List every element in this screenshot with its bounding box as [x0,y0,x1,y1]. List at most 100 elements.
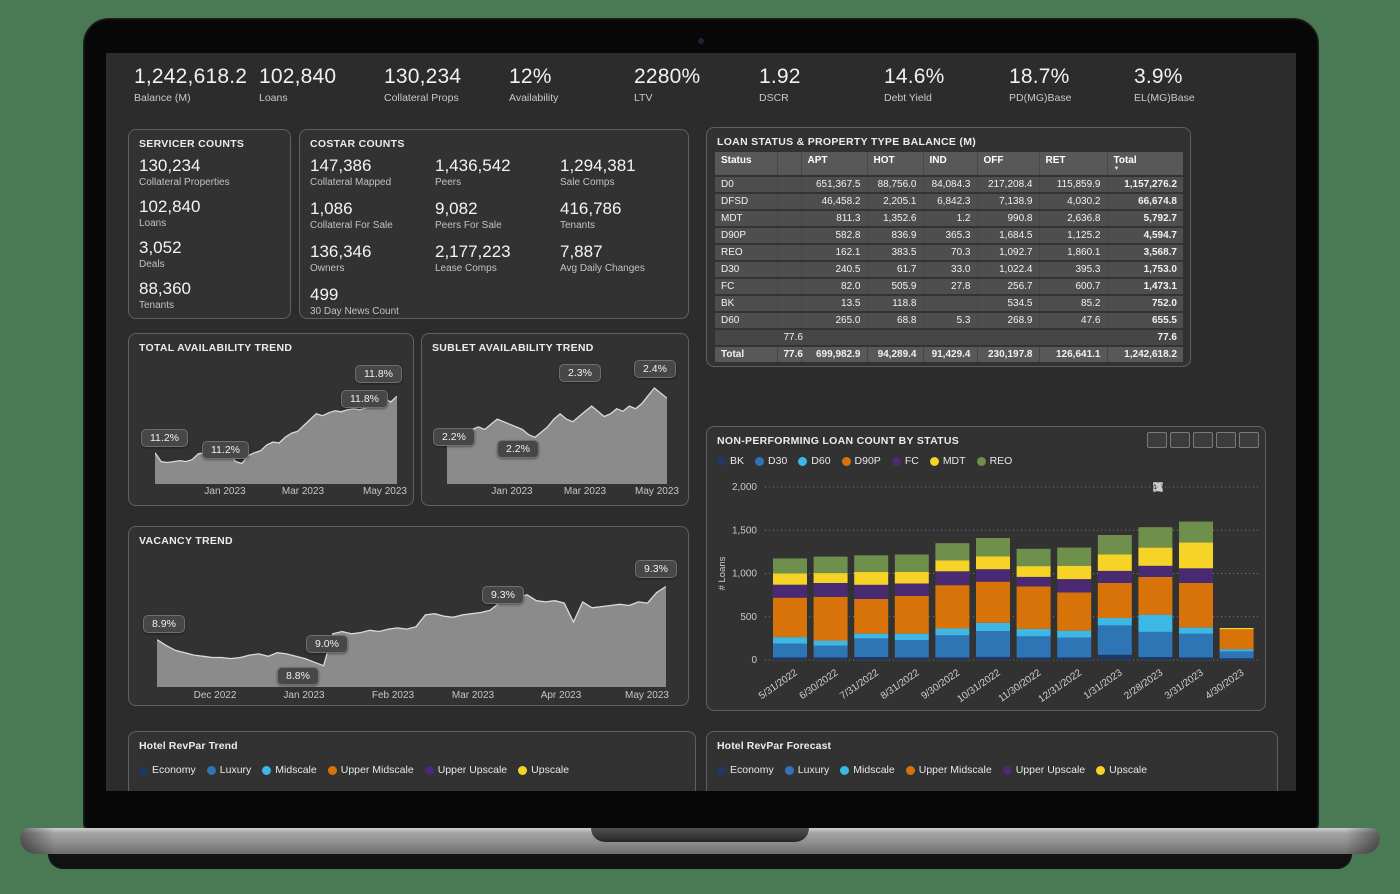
kpi-value: 102,840 [259,65,337,88]
kpi-availability: 12% Availability [509,65,634,104]
kpi-el-base: 3.9% EL(MG)Base [1134,65,1259,104]
stat: 2,177,223 Lease Comps [435,242,560,274]
table-row[interactable]: BK 13.5 118.8 534.5 85.2 752.0 [715,295,1183,313]
legend-item[interactable]: Luxury [784,764,829,776]
table-cell: 256.7 [976,278,1039,296]
table-row[interactable]: REO 162.1 383.5 70.3 1,092.7 1,860.1 3,568.7 [715,244,1183,262]
panel-title: COSTAR COUNTS [310,138,405,150]
pin-icon[interactable] [1147,432,1167,492]
filter-icon[interactable] [1153,432,1190,492]
column-header-hot[interactable]: HOT [866,152,923,177]
table-row[interactable]: D30 240.5 61.7 33.0 1,022.4 395.3 1,753.0 [715,261,1183,279]
table-cell: 6,842.3 [922,193,977,211]
kpi-value: 130,234 [384,65,462,88]
stat-value: 1,294,381 [560,156,636,175]
table-cell [922,329,977,347]
stat-label: Loans [139,218,167,229]
legend-item[interactable]: BK [717,455,744,467]
legend-item[interactable]: Economy [717,764,774,776]
legend-item[interactable]: Upscale [1096,764,1147,776]
column-header-apt[interactable]: APT [800,152,867,177]
table-cell: 1,684.5 [976,227,1039,245]
table-cell: 582.8 [800,227,867,245]
stat-label: Sale Comps [560,177,615,188]
legend-label: FC [904,455,919,467]
table-cell: REO [715,244,777,262]
table-header-row[interactable]: Status APT HOT IND OFF RET Total ▼ [715,152,1183,177]
sort-descending-icon[interactable]: ▼ [1113,166,1120,172]
more-options-icon[interactable] [1153,432,1259,488]
table-row[interactable]: DFSD 46,458.2 2,205.1 6,842.3 7,138.9 4,030.2… [715,193,1183,211]
panel-title: TOTAL AVAILABILITY TREND [139,342,293,354]
table-cell: 5.3 [922,312,977,330]
stat-label: Tenants [560,220,596,231]
hotel-forecast-legend: Economy Luxury Midscale Upper Midscale U… [707,754,1277,776]
table-cell: 68.8 [866,312,923,330]
legend-label: D90P [854,455,881,467]
npl-stacked-bar-chart[interactable]: 0 500 1,000 1,500 2,000 5/31/20226/30/20227/3… [713,477,1261,710]
column-header-ind[interactable]: IND [922,152,977,177]
loan-status-table[interactable]: Status APT HOT IND OFF RET Total ▼ D0 651,… [715,152,1183,364]
stat-label: Tenants [139,300,175,311]
legend-label: Upper Midscale [918,764,992,776]
legend-item[interactable]: Upscale [518,764,569,776]
column-header-off[interactable]: OFF [976,152,1039,177]
focus-mode-icon[interactable] [1153,432,1236,492]
table-row[interactable]: FC 82.0 505.9 27.8 256.7 600.7 1,473.1 [715,278,1183,296]
table-total-row[interactable]: Total 77.6 699,982.9 94,289.4 91,429.4 230,19… [715,346,1183,364]
data-callout: 8.8% [277,667,319,685]
legend-item[interactable]: Upper Upscale [424,764,508,776]
kpi-label: Availability [509,92,559,104]
svg-text:1,500: 1,500 [732,525,757,536]
legend-item[interactable]: MDT [929,455,966,467]
column-header-ret[interactable]: RET [1038,152,1107,177]
column-header-status[interactable]: Status [715,152,777,177]
table-row[interactable]: D60 265.0 68.8 5.3 268.9 47.6 655.5 [715,312,1183,330]
column-header-total[interactable]: Total ▼ [1106,152,1183,177]
table-row[interactable]: MDT 811.3 1,352.6 1.2 990.8 2,636.8 5,792.7 [715,210,1183,228]
table-cell [1038,329,1107,347]
legend-item[interactable]: Upper Midscale [327,764,414,776]
legend-item[interactable]: D60 [798,455,831,467]
legend-item[interactable]: Midscale [262,764,317,776]
svg-text:2,000: 2,000 [732,482,757,493]
vacancy-area-chart[interactable] [157,557,666,687]
legend-item[interactable]: Midscale [840,764,895,776]
legend-item[interactable]: D30 [755,455,787,467]
legend-item[interactable]: Upper Midscale [905,764,992,776]
legend-label: Upper Upscale [437,764,508,776]
stat-value: 3,052 [139,238,182,257]
table-cell: 126,641.1 [1038,346,1107,364]
stat: 147,386 Collateral Mapped [310,156,435,188]
legend-dot [139,765,148,775]
table-cell: 162.1 [800,244,867,262]
legend-item[interactable]: Economy [139,764,196,776]
legend-item[interactable]: D90P [841,455,881,467]
stat: 130,234 Collateral Properties [139,156,280,188]
legend-dot [891,456,901,466]
table-cell: 1,157,276.2 [1106,176,1183,194]
stat-label: Collateral For Sale [310,220,393,231]
legend-item[interactable]: FC [891,455,919,467]
legend-dot [206,765,216,775]
stat-label: Peers [435,177,462,188]
table-cell: 2,636.8 [1038,210,1107,228]
costar-stats: 147,386 Collateral Mapped 1,436,542 Peers … [300,152,688,330]
table-row[interactable]: D0 651,367.5 88,756.0 84,084.3 217,208.4 115,… [715,176,1183,194]
table-cell: 7,138.9 [976,193,1039,211]
stat: 7,887 Avg Daily Changes [560,242,678,274]
legend-item[interactable]: Luxury [206,764,251,776]
table-cell: DFSD [715,193,777,211]
legend-label: MDT [942,455,966,467]
copy-icon[interactable] [1153,432,1213,492]
table-row[interactable]: 77.6 77.6 [715,329,1183,347]
legend-item[interactable]: REO [976,455,1012,467]
table-cell: 4,594.7 [1106,227,1183,245]
legend-label: Upper Upscale [1015,764,1086,776]
legend-item[interactable]: Upper Upscale [1002,764,1086,776]
total-availability-area-chart[interactable] [155,362,397,484]
x-axis-tick: May 2023 [635,486,679,497]
sublet-availability-area-chart[interactable] [447,362,667,484]
column-header-blank[interactable] [776,152,801,177]
table-row[interactable]: D90P 582.8 836.9 365.3 1,684.5 1,125.2 4,594.7 [715,227,1183,245]
